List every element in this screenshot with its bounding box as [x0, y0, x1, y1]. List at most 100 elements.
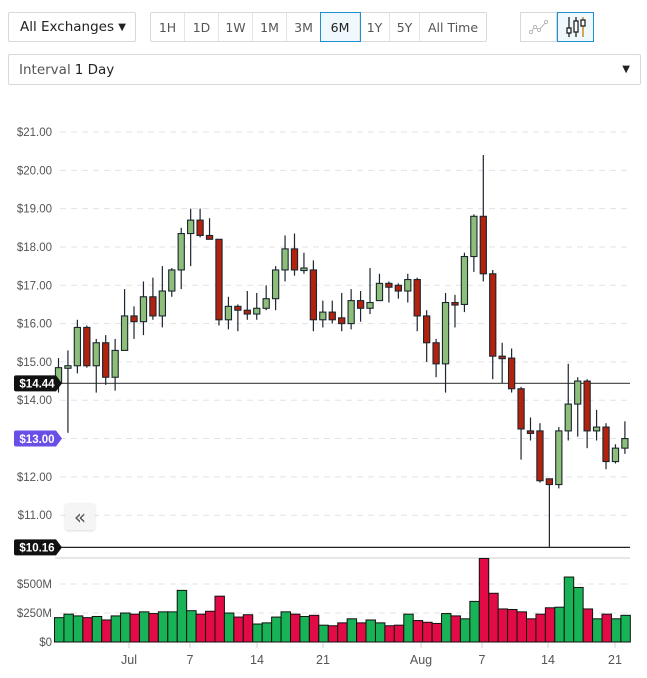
- candle[interactable]: [92, 338, 100, 393]
- volume-bar[interactable]: [101, 619, 112, 643]
- candle[interactable]: [583, 379, 591, 449]
- candle[interactable]: [262, 285, 270, 311]
- volume-bar[interactable]: [497, 608, 509, 643]
- candle[interactable]: [432, 338, 440, 378]
- candle[interactable]: [460, 252, 469, 313]
- candle[interactable]: [234, 304, 242, 332]
- candle[interactable]: [375, 273, 384, 302]
- volume-bar[interactable]: [148, 613, 159, 643]
- candle[interactable]: [621, 421, 629, 454]
- candle[interactable]: [385, 281, 393, 303]
- volume-bar[interactable]: [478, 557, 490, 643]
- volume-bar[interactable]: [280, 611, 291, 643]
- candle[interactable]: [413, 277, 421, 332]
- candle[interactable]: [611, 444, 620, 464]
- candle[interactable]: [149, 277, 157, 320]
- range-button-1y[interactable]: 1Y: [360, 13, 390, 41]
- volume-bar[interactable]: [441, 613, 452, 643]
- candle[interactable]: [271, 266, 280, 311]
- volume-bar[interactable]: [120, 612, 131, 643]
- volume-bar[interactable]: [308, 614, 320, 643]
- volume-bar[interactable]: [242, 614, 254, 643]
- volume-bar[interactable]: [346, 618, 358, 643]
- candle[interactable]: [253, 292, 261, 320]
- candle[interactable]: [441, 292, 450, 393]
- candle[interactable]: [83, 325, 91, 368]
- volume-bar[interactable]: [271, 616, 282, 643]
- collapse-panel-button[interactable]: «: [65, 503, 95, 530]
- volume-bar[interactable]: [72, 615, 84, 643]
- volume-bar[interactable]: [82, 617, 93, 643]
- volume-bar[interactable]: [214, 595, 225, 643]
- candle[interactable]: [423, 310, 431, 362]
- candle[interactable]: [451, 294, 459, 328]
- candle[interactable]: [366, 268, 374, 315]
- volume-bar[interactable]: [223, 612, 235, 643]
- volume-bar[interactable]: [299, 615, 310, 643]
- range-button-1m[interactable]: 1M: [253, 13, 287, 41]
- volume-bar[interactable]: [384, 625, 395, 643]
- volume-bar[interactable]: [516, 611, 527, 643]
- candle[interactable]: [281, 235, 289, 282]
- candle[interactable]: [479, 154, 487, 282]
- candle[interactable]: [507, 348, 516, 393]
- volume-bar[interactable]: [63, 613, 74, 643]
- candle[interactable]: [102, 335, 110, 385]
- volume-bar[interactable]: [601, 613, 612, 643]
- candle[interactable]: [470, 214, 478, 272]
- volume-bar[interactable]: [554, 606, 565, 643]
- range-button-1d[interactable]: 1D: [185, 13, 219, 41]
- candle[interactable]: [205, 218, 214, 240]
- candle[interactable]: [489, 269, 497, 380]
- candle[interactable]: [517, 386, 525, 460]
- candle[interactable]: [168, 268, 176, 297]
- volume-bar[interactable]: [91, 615, 103, 643]
- interval-select[interactable]: Interval 1 Day ▼: [8, 54, 641, 85]
- volume-bar[interactable]: [186, 610, 197, 643]
- volume-bar[interactable]: [337, 622, 348, 643]
- volume-bar[interactable]: [318, 624, 329, 643]
- volume-bar[interactable]: [544, 607, 556, 643]
- volume-bar[interactable]: [290, 613, 301, 643]
- volume-bar[interactable]: [535, 613, 546, 643]
- candle[interactable]: [187, 208, 195, 267]
- candle[interactable]: [404, 273, 412, 303]
- candle[interactable]: [592, 409, 601, 441]
- volume-bar[interactable]: [252, 623, 263, 643]
- volume-bar[interactable]: [365, 619, 376, 643]
- volume-bar[interactable]: [138, 611, 150, 643]
- candle[interactable]: [139, 281, 148, 336]
- candle[interactable]: [64, 350, 72, 433]
- volume-bar[interactable]: [582, 608, 594, 643]
- volume-bar[interactable]: [507, 609, 518, 643]
- volume-bar[interactable]: [129, 613, 140, 643]
- range-button-all-time[interactable]: All Time: [427, 19, 479, 35]
- candle[interactable]: [545, 478, 554, 548]
- volume-bar[interactable]: [459, 618, 471, 643]
- candle[interactable]: [300, 252, 308, 274]
- volume-bar[interactable]: [205, 610, 216, 643]
- candle[interactable]: [111, 338, 119, 391]
- candle[interactable]: [73, 319, 82, 374]
- range-button-6m[interactable]: 6M: [320, 12, 361, 42]
- exchange-select[interactable]: All Exchanges ▼: [8, 12, 136, 42]
- volume-bar[interactable]: [412, 620, 424, 643]
- volume-bar[interactable]: [393, 624, 405, 643]
- candle[interactable]: [177, 227, 185, 290]
- volume-bar[interactable]: [563, 576, 575, 643]
- candle[interactable]: [555, 427, 563, 489]
- volume-bar[interactable]: [233, 616, 244, 643]
- candle[interactable]: [215, 238, 223, 326]
- volume-bar[interactable]: [54, 617, 65, 643]
- candle[interactable]: [602, 423, 610, 470]
- volume-bar[interactable]: [450, 615, 461, 643]
- line-chart-button[interactable]: [520, 12, 557, 42]
- range-button-1w[interactable]: 1W: [219, 13, 253, 41]
- candle[interactable]: [196, 208, 204, 238]
- range-button-3m[interactable]: 3M: [287, 13, 321, 41]
- volume-bar[interactable]: [327, 625, 339, 643]
- volume-bar[interactable]: [526, 618, 537, 643]
- candle[interactable]: [564, 363, 572, 441]
- candle[interactable]: [243, 291, 251, 320]
- volume-bar[interactable]: [488, 592, 499, 643]
